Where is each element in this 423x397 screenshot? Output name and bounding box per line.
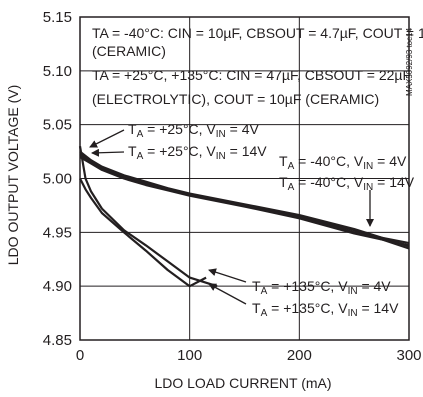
x-tick-label: 300	[396, 347, 421, 364]
series-label-tm40-4v: TA = -40°C, VIN = 4V	[279, 153, 407, 172]
y-tick-label: 4.90	[43, 278, 72, 295]
y-tick-label: 5.00	[43, 171, 72, 188]
series-line-3	[79, 152, 410, 245]
y-tick-label: 5.05	[43, 117, 72, 134]
series-label-t135-14v: TA = +135°C, VIN = 14V	[252, 300, 399, 319]
series-label-t25-14v: TA = +25°C, VIN = 14V	[128, 143, 267, 162]
series-label-tm40-14v: TA = -40°C, VIN = 14V	[279, 174, 415, 193]
conditions-line-2: (CERAMIC)	[92, 43, 166, 59]
x-tick-label: 100	[177, 347, 202, 364]
y-tick-label: 4.85	[43, 332, 72, 349]
series-label-t25-4v: TA = +25°C, VIN = 4V	[128, 121, 260, 140]
y-axis-label: LDO OUTPUT VOLTAGE (V)	[5, 85, 21, 265]
arrow-t135-14v	[208, 283, 247, 305]
x-tick-label: 200	[287, 347, 312, 364]
arrow-t25-4v	[89, 129, 125, 148]
series-line-4	[78, 146, 218, 288]
x-tick-label: 0	[76, 347, 84, 364]
x-axis-label: LDO LOAD CURRENT (mA)	[154, 375, 331, 391]
plot-frame	[79, 16, 410, 341]
arrow-t25-14v	[91, 148, 125, 157]
series-label-t135-4v: TA = +135°C, VIN = 4V	[252, 278, 391, 297]
conditions-line-1: TA = -40°C: CIN = 10µF, CBSOUT = 4.7µF, …	[92, 25, 423, 41]
conditions-line-3: TA = +25°C, +135°C: CIN = 47µF, CBSOUT =…	[92, 67, 411, 83]
y-tick-label: 4.95	[43, 224, 72, 241]
tick-labels: 0 100 200 300 4.85 4.90 4.95 5.00 5.05 5.10 5.15	[43, 9, 422, 364]
figure-side-label: MAX5092/93 toc14	[405, 27, 414, 96]
arrow-t135-4v	[208, 268, 247, 283]
conditions-line-4: (ELECTROLYTIC), COUT = 10µF (CERAMIC)	[92, 91, 379, 107]
y-tick-label: 5.10	[43, 63, 72, 80]
y-tick-label: 5.15	[43, 9, 72, 26]
data-series	[78, 146, 410, 288]
series-line-5	[79, 178, 207, 288]
